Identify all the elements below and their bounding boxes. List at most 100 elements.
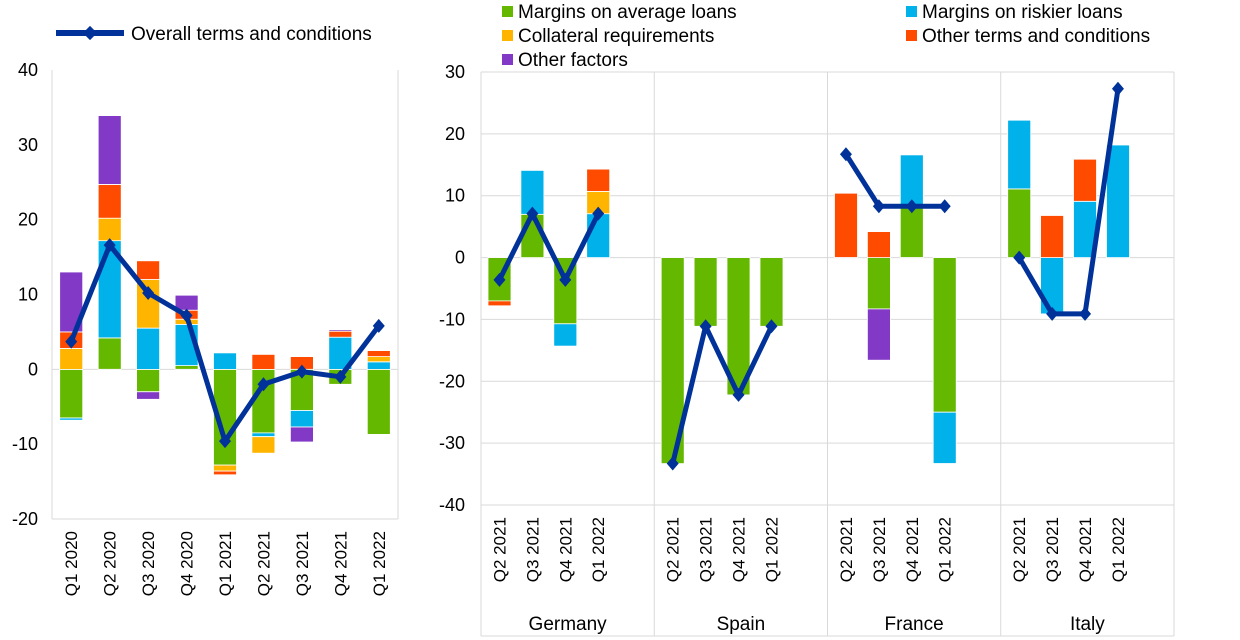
right-y-tick-label-3: -10 [439, 309, 465, 329]
right-y-tick-label-6: 20 [445, 124, 465, 144]
left-bar-collateral-requirements-8 [366, 356, 391, 363]
legend-marker-overall [82, 25, 98, 41]
right-overall-point-1-1 [699, 319, 712, 334]
right-x-tick-label-france-1: Q3 2021 [870, 517, 889, 582]
right-y-tick-label-1: -30 [439, 433, 465, 453]
right-group-label-germany: Germany [529, 614, 608, 635]
left-y-tick-label-2: 0 [28, 359, 38, 379]
right-x-tick-label-spain-2: Q4 2021 [730, 517, 749, 582]
right-group-label-spain: Spain [717, 614, 766, 635]
right-overall-point-0-0 [493, 272, 506, 287]
right-x-tick-label-germany-2: Q4 2021 [556, 517, 575, 582]
right-france-bar-margins-on-average-loans-3 [932, 257, 957, 413]
left-x-tick-label-5: Q2 2021 [254, 531, 273, 596]
right-france-bar-margins-on-riskier-loans-2 [899, 154, 924, 207]
left-bar-collateral-requirements-1 [97, 217, 122, 242]
left-y-tick-label-6: 40 [18, 60, 38, 80]
legend-entry-margins-riskier: Margins on riskier loans [906, 2, 1123, 23]
right-overall-point-0-1 [526, 206, 539, 221]
right-france-bar-other-terms-and-conditions-1 [867, 231, 891, 259]
right-spain-bar-margins-on-average-loans-3 [759, 257, 784, 327]
right-overall-point-0-2 [559, 272, 572, 287]
right-overall-point-1-2 [732, 387, 745, 402]
left-bar-other-terms-and-conditions-1 [97, 184, 122, 219]
right-overall-point-2-1 [872, 199, 885, 214]
right-france-bar-other-terms-and-conditions-0 [834, 192, 858, 258]
right-x-tick-label-spain-0: Q2 2021 [664, 517, 683, 582]
left-y-tick-label-3: 10 [18, 285, 38, 305]
left-bar-other-terms-and-conditions-8 [366, 350, 391, 358]
left-bar-margins-on-average-loans-8 [366, 368, 391, 435]
right-x-tick-label-france-0: Q2 2021 [837, 517, 856, 582]
right-italy-bar-margins-on-riskier-loans-0 [1007, 119, 1032, 190]
left-bar-other-terms-and-conditions-5 [251, 353, 276, 370]
legend-label-other-terms: Other terms and conditions [922, 26, 1150, 47]
right-x-tick-label-germany-3: Q1 2022 [589, 517, 608, 582]
right-x-tick-label-italy-1: Q3 2021 [1043, 517, 1062, 582]
left-overall-point-0-7 [334, 369, 347, 384]
right-germany-bar-margins-on-average-loans-1 [520, 213, 545, 259]
left-x-tick-label-1: Q2 2020 [101, 531, 120, 596]
right-y-tick-label-0: -40 [439, 495, 465, 515]
legend-label-margins-average: Margins on average loans [518, 2, 737, 23]
right-france-bar-margins-on-average-loans-2 [899, 205, 924, 258]
right-overall-point-2-0 [839, 147, 852, 162]
left-x-tick-label-2: Q3 2020 [139, 531, 158, 596]
legend-entry-margins-average: Margins on average loans [502, 2, 737, 23]
left-bar-collateral-requirements-5 [251, 436, 276, 454]
right-italy-bar-margins-on-average-loans-0 [1007, 188, 1032, 258]
legend-label-collateral: Collateral requirements [518, 26, 714, 47]
left-bar-other-factors-2 [136, 391, 161, 400]
right-y-tick-label-4: 0 [455, 248, 465, 268]
right-x-tick-label-germany-0: Q2 2021 [490, 517, 509, 582]
legend-label-margins-riskier: Margins on riskier loans [922, 2, 1123, 23]
right-italy-bar-margins-on-riskier-loans-3 [1106, 144, 1130, 258]
left-overall-point-0-3 [180, 308, 193, 323]
left-bar-margins-on-riskier-loans-6 [289, 410, 314, 428]
right-france-bar-other-factors-1 [867, 308, 891, 361]
right-group-label-france: France [885, 614, 944, 635]
legend-swatch-margins-riskier [906, 6, 917, 17]
left-bar-margins-on-average-loans-0 [59, 368, 84, 419]
left-y-tick-label-0: -20 [12, 509, 38, 529]
legend-swatch-other-terms [906, 30, 917, 41]
legend-swatch-collateral [502, 30, 513, 41]
left-bar-other-factors-7 [328, 329, 353, 332]
right-overall-point-3-2 [1079, 306, 1092, 321]
right-x-tick-label-germany-1: Q3 2021 [523, 517, 542, 582]
right-germany-bar-other-terms-and-conditions-3 [586, 168, 611, 192]
right-overall-point-3-1 [1046, 306, 1059, 321]
left-bar-other-terms-and-conditions-7 [328, 330, 353, 338]
left-bar-collateral-requirements-4 [213, 464, 237, 472]
legend-label-overall: Overall terms and conditions [131, 24, 372, 45]
right-italy-bar-margins-on-riskier-loans-1 [1040, 257, 1064, 315]
legend: Overall terms and conditions Margins on … [56, 2, 1150, 71]
right-x-tick-label-france-2: Q4 2021 [903, 517, 922, 582]
right-overall-point-3-3 [1111, 81, 1124, 96]
left-bar-other-factors-6 [289, 426, 314, 443]
right-france-bar-margins-on-riskier-loans-3 [932, 411, 957, 464]
right-overall-point-1-3 [765, 319, 778, 334]
right-overall-line-2 [843, 152, 945, 209]
left-bar-other-terms-and-conditions-2 [136, 260, 161, 280]
left-overall-point-0-6 [295, 364, 308, 379]
left-bar-margins-on-average-loans-3 [174, 365, 199, 370]
left-overall-point-0-8 [372, 318, 385, 333]
legend-entry-other-terms: Other terms and conditions [906, 26, 1150, 47]
left-x-tick-label-4: Q1 2021 [216, 531, 235, 596]
right-overall-point-2-2 [905, 199, 918, 214]
right-spain-bar-margins-on-average-loans-1 [693, 257, 718, 327]
legend-swatch-other-factors [502, 54, 513, 65]
left-bar-margins-on-average-loans-2 [136, 368, 161, 393]
left-x-tick-label-7: Q4 2021 [331, 531, 350, 596]
right-x-tick-label-italy-3: Q1 2022 [1109, 517, 1128, 582]
left-bar-margins-on-riskier-loans-2 [136, 327, 161, 370]
legend-swatch-margins-average [502, 6, 513, 17]
right-overall-point-2-3 [938, 199, 951, 214]
right-overall-line-0 [497, 211, 601, 283]
right-group-label-italy: Italy [1070, 614, 1105, 635]
left-overall-point-0-1 [103, 238, 116, 253]
right-x-tick-label-france-3: Q1 2022 [936, 517, 955, 582]
left-y-tick-label-1: -10 [12, 434, 38, 454]
